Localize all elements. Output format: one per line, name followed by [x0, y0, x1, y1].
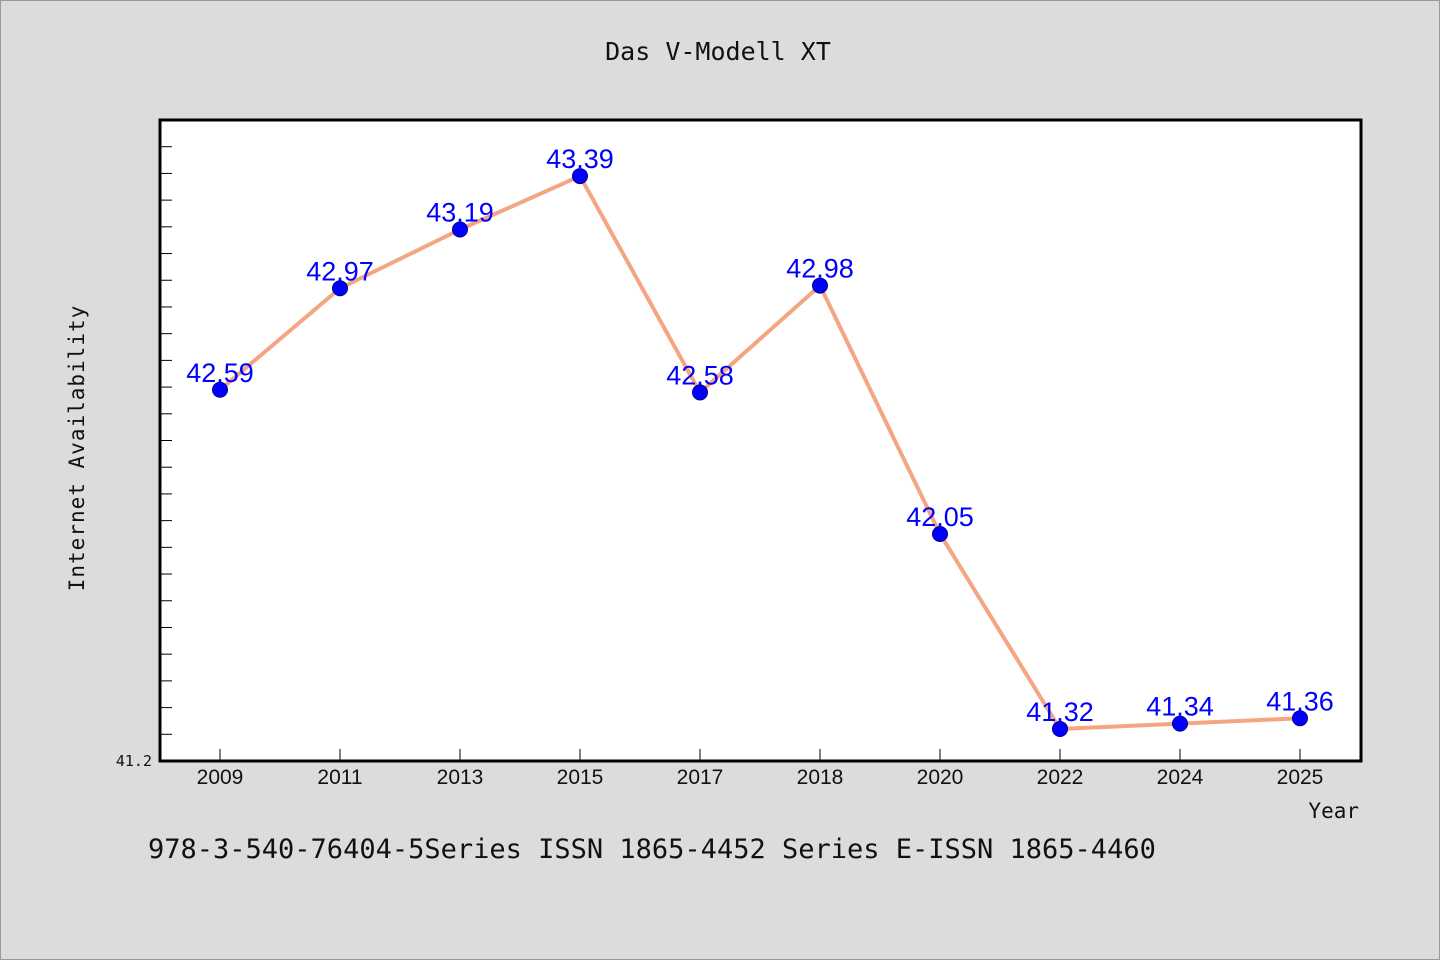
data-label: 42.97 [306, 256, 374, 286]
data-label: 41.34 [1146, 692, 1214, 722]
data-label: 43.19 [426, 198, 494, 228]
x-axis-label: Year [1308, 799, 1359, 823]
x-tick-label: 2011 [317, 766, 362, 789]
x-tick-label: 2020 [917, 766, 964, 789]
x-tick-label: 2013 [437, 766, 484, 789]
data-label: 41.32 [1026, 697, 1094, 727]
x-axis-ticks: 2009 2011 2013 2015 2017 2018 2020 2022 2024 2025 [197, 749, 1324, 789]
x-tick-label: 2022 [1037, 766, 1084, 789]
data-point [1172, 715, 1188, 732]
chart-title: Das V-Modell XT [605, 37, 831, 66]
y-tick-label: 41.2 [116, 752, 152, 770]
x-tick-label: 2025 [1277, 766, 1324, 789]
data-label: 43.39 [546, 144, 614, 174]
x-tick-label: 2009 [197, 766, 244, 789]
data-label: 42.58 [666, 360, 734, 390]
data-point [692, 384, 708, 401]
x-tick-label: 2018 [797, 766, 844, 789]
data-point [932, 525, 948, 542]
data-point [572, 168, 588, 185]
data-point [812, 277, 828, 294]
x-tick-label: 2024 [1157, 766, 1204, 789]
data-point [452, 221, 468, 238]
data-point [1052, 720, 1068, 737]
footer-isbn-text: 978-3-540-76404-5Series ISSN 1865-4452 S… [148, 834, 1156, 865]
data-point [1292, 710, 1308, 727]
x-tick-label: 2015 [557, 766, 604, 789]
data-point [332, 280, 348, 297]
x-tick-label: 2017 [677, 766, 724, 789]
data-label: 42.98 [786, 254, 854, 284]
series-layer: 42.59 42.97 43.19 43.39 42.58 42.98 42.05 41.32… [186, 144, 1334, 737]
data-point [212, 381, 228, 398]
data-label: 41.36 [1266, 686, 1334, 716]
y-axis-label: Internet Availability [65, 305, 89, 592]
plot-area [158, 118, 1363, 763]
data-label: 42.59 [186, 358, 254, 388]
y-axis-ticks: 41.2 [116, 146, 172, 770]
series-line [218, 174, 1302, 731]
data-label: 42.05 [906, 502, 974, 532]
